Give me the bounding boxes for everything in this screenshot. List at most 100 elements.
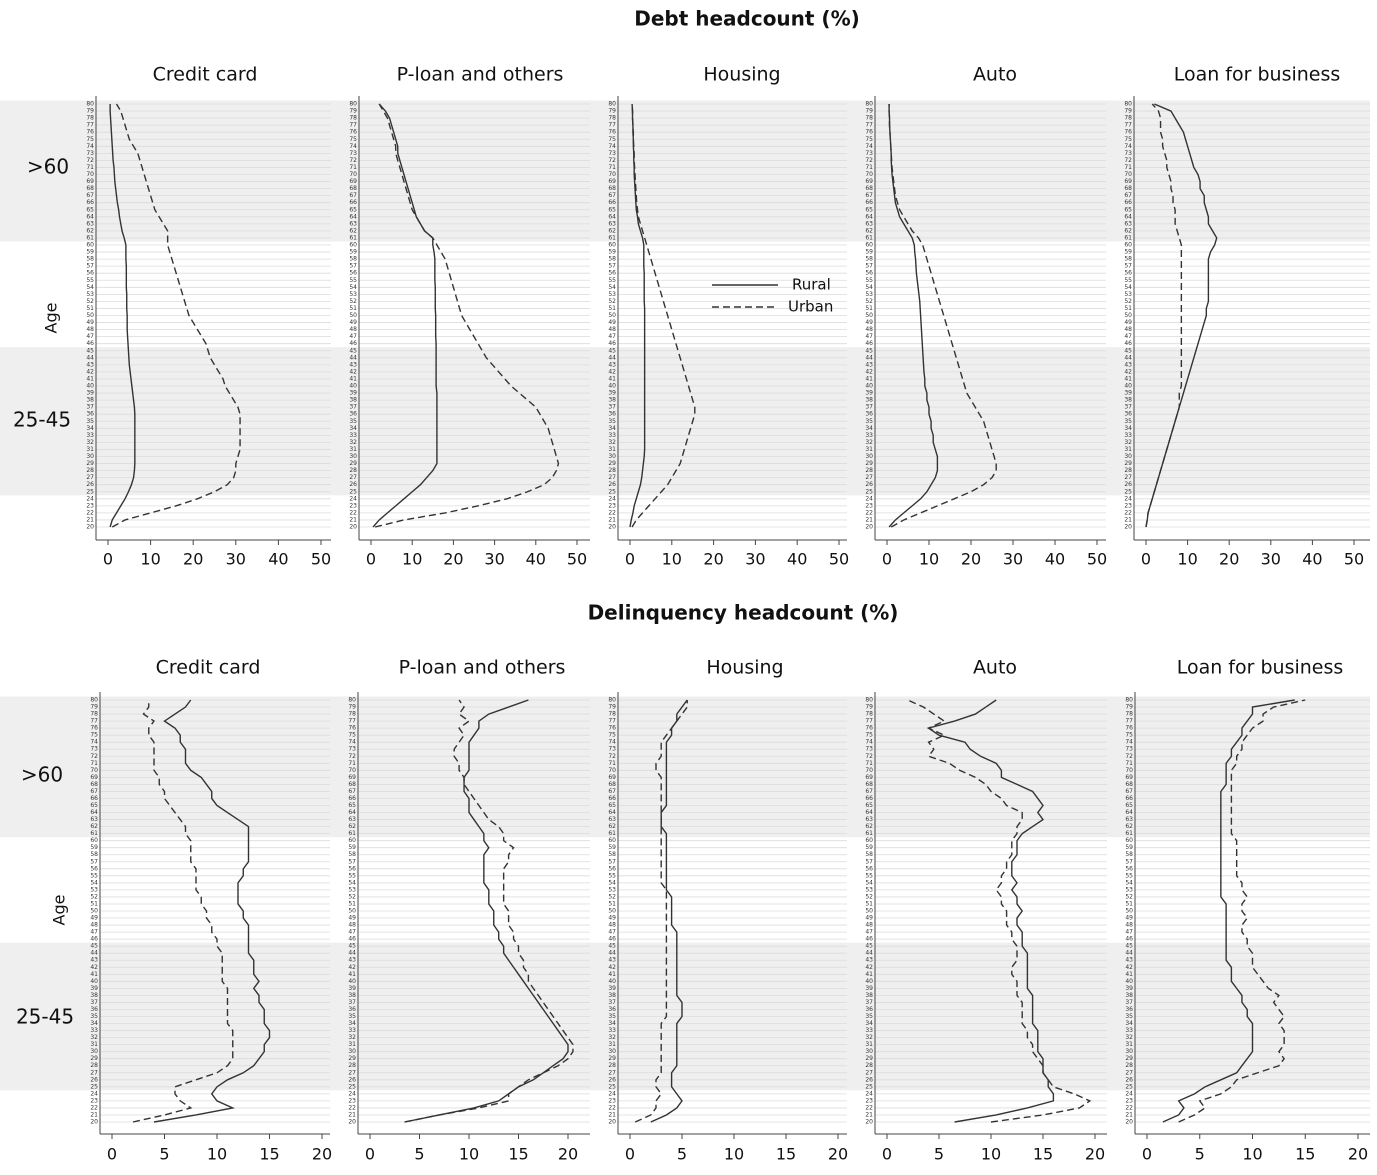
y-tick-label: 21 <box>608 516 616 523</box>
y-tick-label: 28 <box>865 467 873 474</box>
y-tick-label: 50 <box>608 312 616 319</box>
y-tick-label: 49 <box>608 915 616 922</box>
y-tick-label: 28 <box>1125 1062 1133 1069</box>
y-tick-label: 44 <box>608 354 616 361</box>
y-tick-label: 36 <box>86 411 94 418</box>
y-tick-label: 35 <box>1125 1013 1133 1020</box>
panel-title: Loan for business <box>1174 64 1341 86</box>
y-tick-label: 35 <box>90 1013 98 1020</box>
y-tick-label: 69 <box>348 774 356 781</box>
y-tick-label: 70 <box>865 171 873 178</box>
y-tick-label: 27 <box>348 1069 356 1076</box>
series-line <box>153 699 271 1123</box>
y-tick-label: 31 <box>90 1041 98 1048</box>
y-tick-label: 66 <box>1125 795 1133 802</box>
y-tick-label: 51 <box>1124 305 1132 312</box>
y-tick-label: 59 <box>1125 844 1133 851</box>
y-tick-label: 60 <box>1125 837 1133 844</box>
x-tick-label: 30 <box>226 550 246 569</box>
y-tick-label: 25 <box>608 1083 616 1090</box>
y-tick-label: 47 <box>348 929 356 936</box>
y-tick-label: 36 <box>608 1006 616 1013</box>
y-tick-label: 72 <box>349 157 357 164</box>
y-tick-label: 77 <box>348 718 356 725</box>
y-tick-label: 78 <box>608 711 616 718</box>
y-tick-label: 50 <box>86 312 94 319</box>
y-tick-label: 61 <box>1125 830 1133 837</box>
y-tick-label: 40 <box>608 383 616 390</box>
y-tick-label: 35 <box>86 418 94 425</box>
y-tick-label: 75 <box>865 732 873 739</box>
y-tick-label: 63 <box>86 220 94 227</box>
y-tick-label: 79 <box>348 704 356 711</box>
y-tick-label: 32 <box>865 439 873 446</box>
y-tick-label: 37 <box>608 404 616 411</box>
y-tick-label: 21 <box>608 1111 616 1118</box>
y-tick-label: 34 <box>348 1020 356 1027</box>
y-tick-label: 40 <box>608 978 616 985</box>
y-tick-label: 31 <box>865 1041 873 1048</box>
panel-title: Auto <box>973 657 1017 679</box>
y-tick-label: 72 <box>865 753 873 760</box>
y-tick-label: 23 <box>608 1097 616 1104</box>
y-tick-label: 65 <box>865 206 873 213</box>
y-tick-label: 54 <box>348 879 356 886</box>
y-tick-label: 37 <box>1125 999 1133 1006</box>
y-tick-label: 80 <box>1124 101 1132 108</box>
y-tick-label: 68 <box>349 185 357 192</box>
y-tick-label: 77 <box>608 718 616 725</box>
y-tick-label: 67 <box>86 192 94 199</box>
y-tick-label: 33 <box>865 432 873 439</box>
y-tick-label: 37 <box>86 404 94 411</box>
y-tick-label: 43 <box>608 361 616 368</box>
y-tick-label: 62 <box>349 227 357 234</box>
y-tick-label: 75 <box>1124 136 1132 143</box>
y-tick-label: 56 <box>608 270 616 277</box>
y-tick-label: 70 <box>1125 767 1133 774</box>
y-tick-label: 24 <box>608 495 616 502</box>
y-tick-label: 54 <box>865 284 873 291</box>
y-tick-label: 70 <box>349 171 357 178</box>
y-tick-label: 78 <box>1125 711 1133 718</box>
y-tick-label: 72 <box>86 157 94 164</box>
y-tick-label: 68 <box>1125 781 1133 788</box>
y-tick-label: 23 <box>608 502 616 509</box>
panel-title: Housing <box>703 64 780 86</box>
y-tick-label: 44 <box>1125 950 1133 957</box>
y-tick-label: 64 <box>90 809 98 816</box>
y-tick-label: 29 <box>608 1055 616 1062</box>
y-tick-label: 70 <box>608 171 616 178</box>
series-line <box>907 699 1092 1123</box>
x-tick-label: 20 <box>183 550 203 569</box>
y-tick-label: 31 <box>1125 1041 1133 1048</box>
y-tick-label: 77 <box>349 122 357 129</box>
y-tick-label: 67 <box>1124 192 1132 199</box>
y-tick-label: 78 <box>349 115 357 122</box>
y-tick-label: 75 <box>608 136 616 143</box>
y-tick-label: 36 <box>349 411 357 418</box>
y-tick-label: 59 <box>865 844 873 851</box>
y-tick-label: 20 <box>608 1119 616 1126</box>
y-tick-label: 73 <box>1125 746 1133 753</box>
y-tick-label: 58 <box>349 256 357 263</box>
y-tick-label: 36 <box>608 411 616 418</box>
y-tick-label: 24 <box>348 1090 356 1097</box>
x-tick-label: 10 <box>1177 550 1197 569</box>
section-title: Delinquency headcount (%) <box>588 601 899 625</box>
x-tick-label: 20 <box>1348 1145 1368 1164</box>
y-tick-label: 45 <box>865 347 873 354</box>
y-tick-label: 68 <box>608 185 616 192</box>
y-tick-label: 25 <box>86 488 94 495</box>
y-tick-label: 57 <box>349 263 357 270</box>
y-tick-label: 47 <box>608 333 616 340</box>
y-tick-label: 33 <box>1125 1027 1133 1034</box>
y-tick-label: 40 <box>349 383 357 390</box>
x-tick-label: 20 <box>703 550 723 569</box>
y-tick-label: 20 <box>90 1119 98 1126</box>
y-tick-label: 43 <box>349 361 357 368</box>
y-tick-label: 49 <box>348 915 356 922</box>
y-tick-label: 61 <box>86 234 94 241</box>
y-tick-label: 32 <box>349 439 357 446</box>
y-tick-label: 23 <box>349 502 357 509</box>
y-tick-label: 61 <box>865 830 873 837</box>
